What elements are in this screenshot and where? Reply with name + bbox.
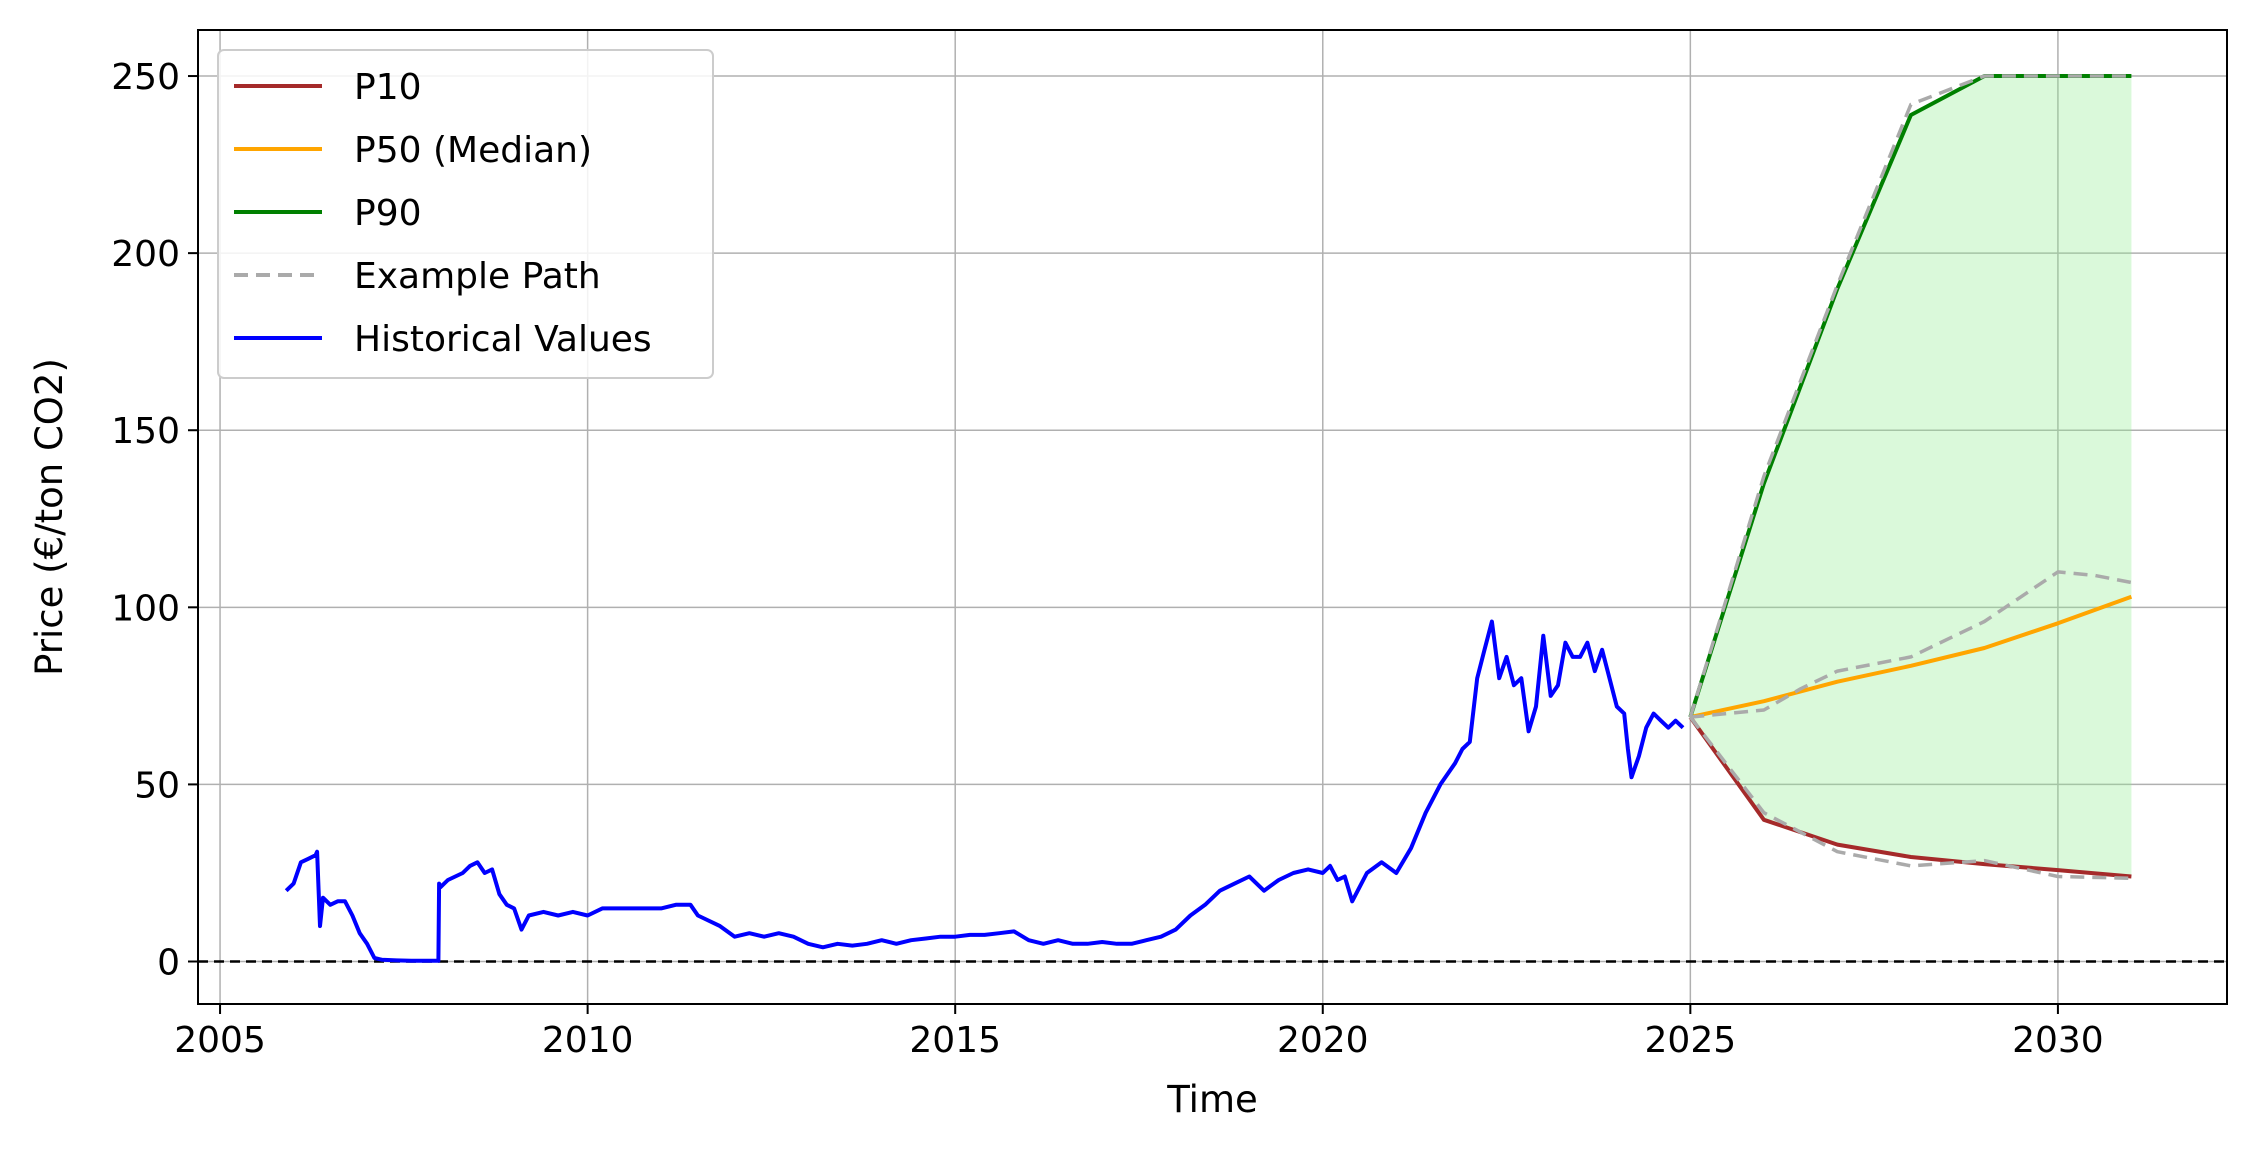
x-tick-label: 2015 — [909, 1020, 1001, 1061]
series-historical-values — [284, 619, 1685, 963]
legend-label-example-path: Example Path — [354, 256, 601, 297]
y-tick-label: 0 — [157, 942, 180, 983]
x-tick-label: 2020 — [1277, 1020, 1369, 1061]
x-tick-label: 2010 — [542, 1020, 634, 1061]
series-p50-median — [1689, 594, 2133, 720]
y-tick-label: 250 — [111, 57, 180, 98]
x-tick-label: 2025 — [1645, 1020, 1737, 1061]
x-axis: 2005 2010 2015 2020 2025 2030 — [174, 1004, 2104, 1061]
legend-label-historical-values: Historical Values — [354, 319, 652, 360]
y-axis: 0 50 100 150 200 250 — [111, 57, 198, 983]
legend-label-p50-median: P50 (Median) — [354, 130, 592, 171]
forecast-band — [1690, 76, 2132, 877]
y-axis-label: Price (€/ton CO2) — [28, 358, 71, 676]
legend: P10 P50 (Median) P90 Example Path Historical… — [217, 49, 714, 379]
grid — [198, 30, 2227, 1004]
y-tick-label: 200 — [111, 234, 180, 275]
y-tick-label: 150 — [111, 411, 180, 452]
p10-p90-band — [1690, 76, 2132, 877]
y-tick-label: 100 — [111, 588, 180, 629]
series-lines — [284, 74, 2133, 963]
series-example-path — [1690, 570, 2132, 719]
series-example-path-upper — [1688, 74, 2132, 718]
legend-label-p10: P10 — [354, 67, 422, 108]
legend-label-p90: P90 — [354, 193, 422, 234]
x-tick-label: 2005 — [174, 1020, 266, 1061]
plot-frame — [197, 29, 2228, 1005]
x-axis-label: Time — [1166, 1078, 1258, 1121]
y-tick-label: 50 — [134, 765, 180, 806]
legend-box — [217, 49, 714, 379]
series-p10 — [1688, 715, 2132, 879]
x-tick-label: 2030 — [2012, 1020, 2104, 1061]
series-example-path-lower — [1688, 716, 2132, 881]
